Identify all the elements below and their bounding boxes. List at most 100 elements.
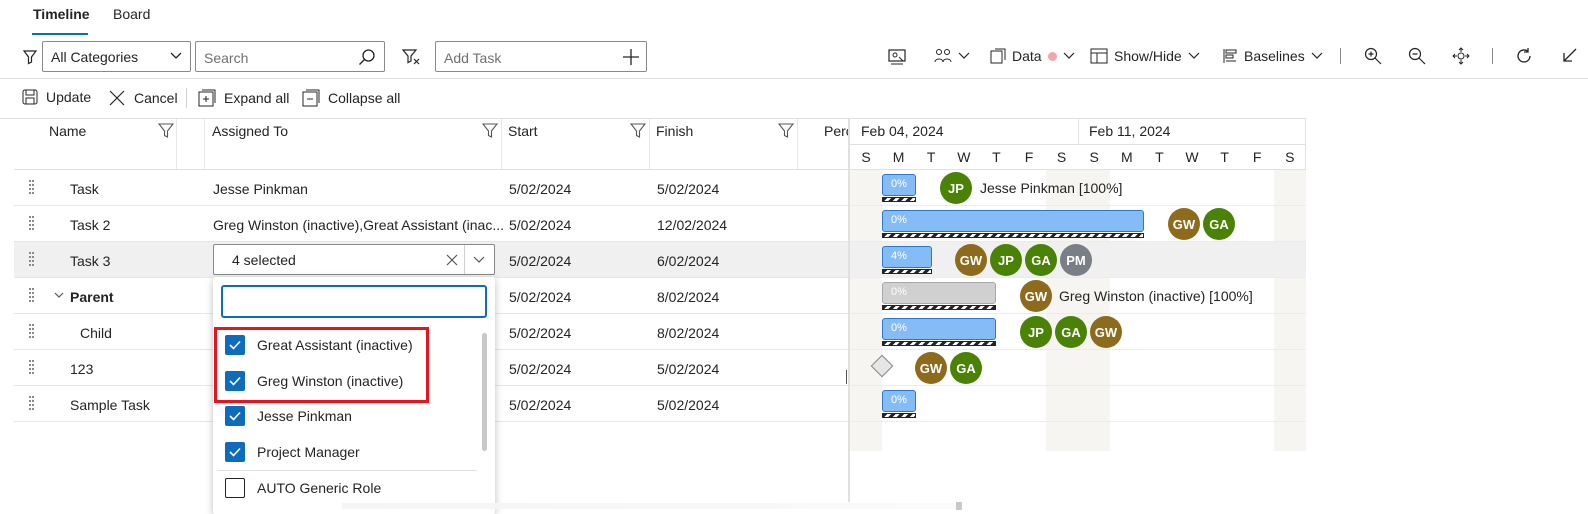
dropdown-option[interactable]: Jesse Pinkman (225, 401, 352, 431)
start-date-cell[interactable]: 5/02/2024 (509, 325, 572, 341)
checkbox-checked-icon[interactable] (225, 335, 245, 355)
drag-handle-icon[interactable] (29, 180, 35, 196)
assigned-to-cell[interactable]: Greg Winston (inactive),Great Assistant … (213, 217, 504, 233)
plus-icon[interactable] (622, 48, 640, 66)
column-header-percent[interactable]: Perc (824, 123, 848, 139)
tab-timeline[interactable]: Timeline (33, 6, 90, 22)
dropdown-option[interactable]: Greg Winston (inactive) (225, 366, 403, 396)
task-name[interactable]: Task (70, 181, 99, 197)
assigned-to-combobox[interactable]: 4 selected (213, 244, 495, 275)
task-name[interactable]: Child (80, 325, 112, 341)
cancel-button[interactable]: Cancel (108, 89, 178, 107)
category-select[interactable]: All Categories (42, 41, 191, 72)
table-row[interactable]: Task Jesse Pinkman 5/02/2024 5/02/2024 (14, 170, 848, 206)
collapse-panel-icon[interactable] (1560, 47, 1578, 65)
task-name[interactable]: 123 (70, 361, 94, 377)
column-filter-icon[interactable] (158, 123, 174, 139)
resource-avatar[interactable]: GA (950, 352, 982, 384)
task-name[interactable]: Sample Task (70, 397, 150, 413)
dropdown-option[interactable]: AUTO Generic Role (225, 473, 381, 503)
collapse-all-button[interactable]: Collapse all (302, 89, 400, 107)
gantt-task-bar[interactable]: 0% (882, 210, 1144, 232)
pane-splitter[interactable] (848, 118, 850, 502)
add-task-input[interactable]: Add Task (435, 41, 647, 72)
zoom-in-icon[interactable] (1364, 47, 1382, 65)
start-date-cell[interactable]: 5/02/2024 (509, 289, 572, 305)
drag-handle-icon[interactable] (29, 216, 35, 232)
column-filter-icon[interactable] (630, 123, 646, 139)
chevron-down-icon[interactable] (54, 292, 64, 299)
fit-to-screen-icon[interactable] (1452, 47, 1470, 65)
expand-all-button[interactable]: Expand all (198, 89, 289, 107)
column-filter-icon[interactable] (482, 123, 498, 139)
resource-avatar[interactable]: GW (1168, 208, 1200, 240)
drag-handle-icon[interactable] (29, 396, 35, 412)
dropdown-option[interactable]: Project Manager (225, 437, 360, 467)
gantt-task-bar[interactable]: 0% (882, 282, 996, 304)
column-header-name[interactable]: Name (49, 123, 87, 139)
resource-avatar[interactable]: GA (1025, 244, 1057, 276)
gantt-task-bar[interactable]: 0% (882, 390, 916, 412)
task-name[interactable]: Parent (70, 289, 114, 305)
column-filter-icon[interactable] (778, 123, 794, 139)
update-button[interactable]: Update (22, 89, 91, 105)
dropdown-search-input[interactable] (221, 285, 487, 318)
assigned-to-cell[interactable]: Jesse Pinkman (213, 181, 308, 197)
data-menu[interactable]: Data (990, 48, 1075, 64)
gantt-task-bar[interactable]: 0% (882, 318, 996, 340)
people-menu[interactable] (934, 48, 970, 64)
column-header-assigned[interactable]: Assigned To (212, 123, 289, 139)
finish-date-cell[interactable]: 5/02/2024 (657, 181, 720, 197)
show-hide-menu[interactable]: Show/Hide (1090, 48, 1200, 64)
start-date-cell[interactable]: 5/02/2024 (509, 361, 572, 377)
search-input[interactable]: Search (195, 41, 385, 72)
tab-board[interactable]: Board (113, 6, 151, 22)
resource-avatar[interactable]: GA (1203, 208, 1235, 240)
checkbox-checked-icon[interactable] (225, 442, 245, 462)
drag-handle-icon[interactable] (29, 288, 35, 304)
task-name[interactable]: Task 3 (70, 253, 111, 269)
bottom-scroll-thumb[interactable] (956, 502, 962, 510)
dropdown-option[interactable]: Great Assistant (inactive) (225, 330, 413, 360)
start-date-cell[interactable]: 5/02/2024 (509, 397, 572, 413)
assign-view-icon[interactable] (888, 48, 906, 66)
clear-filter-icon[interactable] (402, 48, 420, 66)
drag-handle-icon[interactable] (29, 360, 35, 376)
chevron-down-icon[interactable] (473, 256, 485, 264)
resource-avatar[interactable]: GA (1055, 316, 1087, 348)
resource-avatar[interactable]: GW (915, 352, 947, 384)
resource-avatar[interactable]: GW (1020, 280, 1052, 312)
finish-date-cell[interactable]: 5/02/2024 (657, 361, 720, 377)
dropdown-scrollbar[interactable] (482, 333, 487, 451)
column-header-finish[interactable]: Finish (656, 123, 694, 139)
refresh-icon[interactable] (1515, 47, 1533, 65)
drag-handle-icon[interactable] (29, 252, 35, 268)
finish-date-cell[interactable]: 12/02/2024 (657, 217, 728, 233)
drag-handle-icon[interactable] (29, 324, 35, 340)
resource-avatar[interactable]: JP (990, 244, 1022, 276)
task-name[interactable]: Task 2 (70, 217, 111, 233)
filter-icon[interactable] (22, 49, 38, 65)
bottom-scroll-track[interactable] (342, 503, 962, 509)
gantt-task-bar[interactable]: 4% (882, 246, 932, 268)
zoom-out-icon[interactable] (1408, 47, 1426, 65)
finish-date-cell[interactable]: 8/02/2024 (657, 289, 720, 305)
resource-avatar[interactable]: GW (955, 244, 987, 276)
start-date-cell[interactable]: 5/02/2024 (509, 181, 572, 197)
resource-avatar[interactable]: JP (1020, 316, 1052, 348)
checkbox-checked-icon[interactable] (225, 371, 245, 391)
baselines-menu[interactable]: Baselines (1222, 48, 1323, 64)
start-date-cell[interactable]: 5/02/2024 (509, 253, 572, 269)
finish-date-cell[interactable]: 6/02/2024 (657, 253, 720, 269)
start-date-cell[interactable]: 5/02/2024 (509, 217, 572, 233)
column-header-start[interactable]: Start (508, 123, 538, 139)
search-icon[interactable] (358, 48, 376, 66)
checkbox-unchecked-icon[interactable] (225, 478, 245, 498)
gantt-task-bar[interactable]: 0% (882, 174, 916, 196)
clear-selection-icon[interactable] (446, 254, 458, 266)
finish-date-cell[interactable]: 8/02/2024 (657, 325, 720, 341)
resource-avatar[interactable]: JP (940, 172, 972, 204)
resource-avatar[interactable]: GW (1090, 316, 1122, 348)
table-row[interactable]: Task 2 Greg Winston (inactive),Great Assi… (14, 206, 848, 242)
checkbox-checked-icon[interactable] (225, 406, 245, 426)
